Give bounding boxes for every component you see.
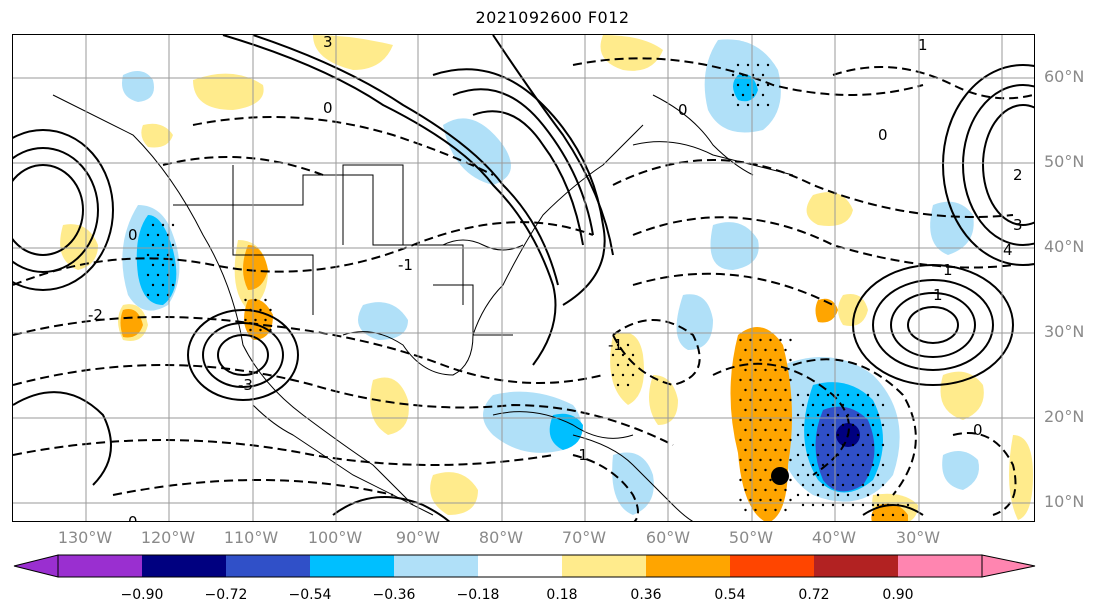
colorbar-tick-label: −0.72 <box>204 587 248 603</box>
longitude-label: 130°W <box>57 528 113 547</box>
colorbar-tick-label: −0.18 <box>456 587 500 603</box>
latitude-label: 10°N <box>1044 492 1085 511</box>
figure-title: 2021092600 F012 <box>475 8 630 27</box>
contour-label: 3 <box>1013 216 1023 234</box>
colorbar-bin <box>142 555 226 577</box>
contour-label: -3 <box>238 376 253 394</box>
longitude-label: 40°W <box>811 528 857 547</box>
latitude-label: 60°N <box>1044 67 1085 86</box>
colorbar-tick-label: 0.72 <box>798 587 830 603</box>
colorbar-bin <box>562 555 646 577</box>
colorbar-tick-label: −0.36 <box>372 587 416 603</box>
colorbar-tick-label: 0.36 <box>630 587 662 603</box>
contour-label: 0 <box>878 126 888 144</box>
negative-contours <box>13 57 1034 521</box>
positive-contours <box>13 35 1034 521</box>
colorbar-bin <box>814 555 898 577</box>
colorbar-tick-label: 0.54 <box>714 587 746 603</box>
contour-label: -2 <box>88 306 103 324</box>
contour-label: -1 <box>608 336 623 354</box>
contour-label: 0 <box>323 99 333 117</box>
contour-label: 2 <box>1013 166 1023 184</box>
longitude-label: 30°W <box>895 528 941 547</box>
contour-label: 0 <box>973 421 983 439</box>
colorbar-bin <box>310 555 394 577</box>
contour-label: 4 <box>1003 241 1013 259</box>
graticule <box>13 35 1034 521</box>
storm-center-marker <box>771 467 789 485</box>
colorbar-tick-label: 0.90 <box>882 587 914 603</box>
longitude-label: 70°W <box>561 528 607 547</box>
colorbar-tick-label: 0.18 <box>546 587 578 603</box>
longitude-label: 120°W <box>140 528 196 547</box>
contour-label: 0 <box>128 226 138 244</box>
contour-label: 0 <box>678 101 688 119</box>
colorbar-tick-label: −0.54 <box>288 587 332 603</box>
latitude-label: 30°N <box>1044 322 1085 341</box>
contour-label: 1 <box>918 36 928 54</box>
contour-label: -1 <box>573 446 588 464</box>
contour-label: 3 <box>323 35 333 51</box>
map-panel: 3 0 0 -1 -2 -3 0 1 2 3 4 1 0 -1 0 1 -1 0 <box>12 34 1035 522</box>
contour-label: 0 <box>128 513 138 522</box>
longitude-label: 80°W <box>478 528 524 547</box>
latitude-label: 50°N <box>1044 152 1085 171</box>
longitude-label: 90°W <box>395 528 441 547</box>
longitude-label: 60°W <box>645 528 691 547</box>
colorbar-extend-high <box>981 554 1036 578</box>
contour-label: 1 <box>943 261 953 279</box>
colorbar-tick-label: −0.90 <box>120 587 164 603</box>
latitude-label: 20°N <box>1044 407 1085 426</box>
colorbar-bin <box>898 555 982 577</box>
longitude-label: 50°W <box>728 528 774 547</box>
longitude-label: 110°W <box>223 528 279 547</box>
colorbar-extend-low <box>13 554 59 578</box>
colorbar-bin <box>730 555 814 577</box>
colorbar-bin <box>646 555 730 577</box>
coastlines <box>52 94 794 521</box>
significance-stippling <box>146 63 910 517</box>
colorbar <box>13 554 1036 578</box>
colorbar-bin <box>58 555 142 577</box>
colorbar-bin <box>478 555 562 577</box>
colorbar-bin <box>394 555 478 577</box>
core-negative-shading <box>815 406 875 492</box>
colorbar-frame <box>57 554 983 578</box>
longitude-label: 100°W <box>307 528 363 547</box>
contour-label: -1 <box>398 256 413 274</box>
colorbar-bin <box>226 555 310 577</box>
contour-label: 1 <box>933 286 943 304</box>
latitude-label: 40°N <box>1044 237 1085 256</box>
